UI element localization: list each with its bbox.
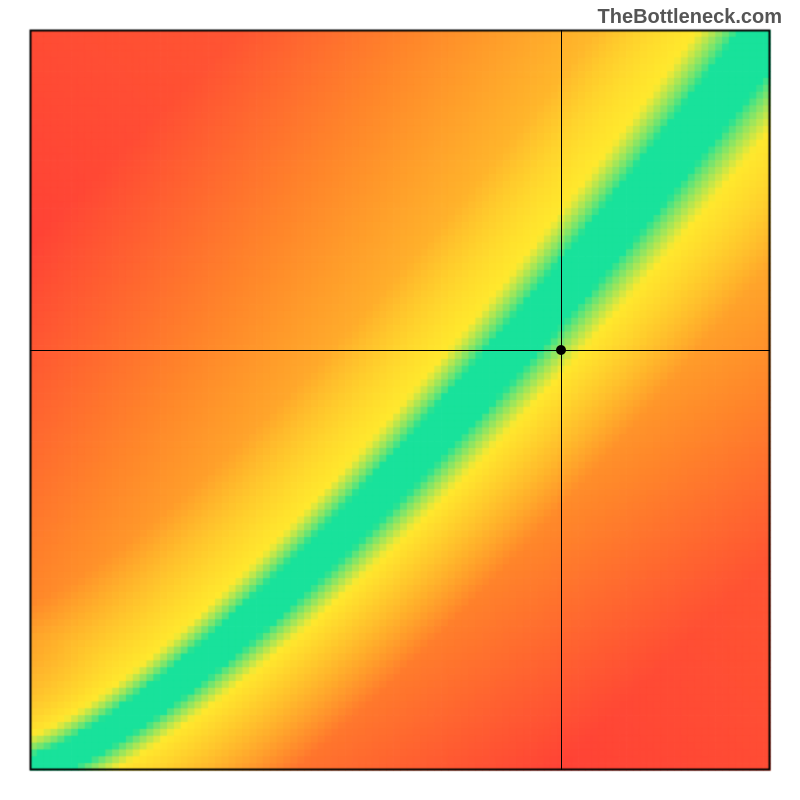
crosshair-vertical — [561, 30, 562, 770]
crosshair-horizontal — [30, 350, 770, 351]
heatmap-canvas — [0, 0, 800, 800]
watermark-text: TheBottleneck.com — [598, 6, 782, 29]
chart-container: TheBottleneck.com — [0, 0, 800, 800]
crosshair-marker — [556, 345, 566, 355]
